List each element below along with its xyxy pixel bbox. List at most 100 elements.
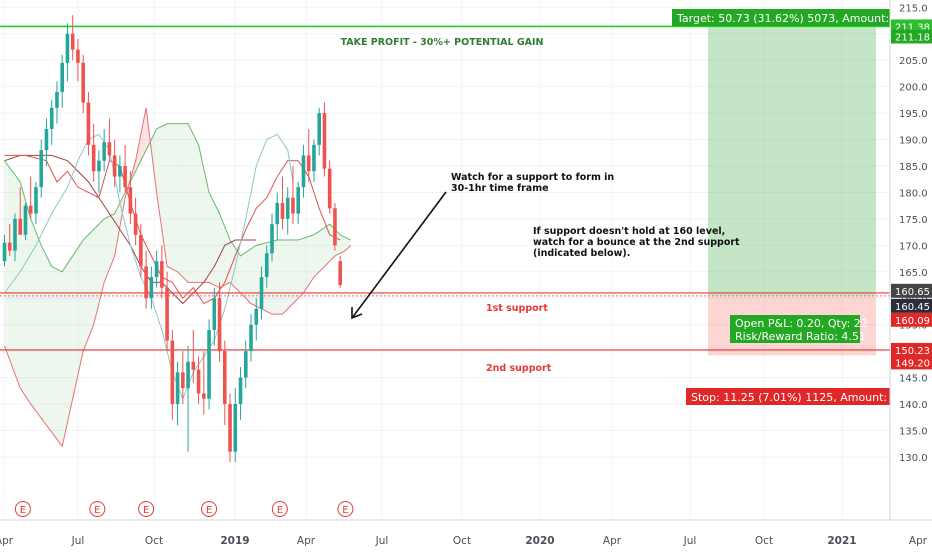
earnings-icon-label: E (94, 505, 100, 516)
cloud-segment (324, 225, 328, 267)
cloud-segment (30, 218, 34, 408)
cloud-segment (295, 240, 299, 301)
cloud-segment (59, 270, 63, 447)
candle-body (191, 361, 196, 370)
candle-body (202, 393, 206, 399)
candle-body (2, 242, 7, 262)
cloud-segment (319, 229, 322, 272)
earnings-icon-label: E (20, 505, 26, 516)
candle-body (327, 168, 332, 209)
cloud-segment (80, 240, 84, 364)
watch-note-line1: Watch for a support to form in (451, 172, 614, 183)
candle-body (102, 142, 106, 161)
cloud-segment (193, 134, 196, 283)
cloud-segment (85, 234, 89, 345)
time-tick-label: Jul (71, 535, 85, 547)
candle-body (28, 205, 33, 214)
candle-body (254, 308, 259, 325)
cloud-segment (216, 208, 220, 288)
take-profit-note: TAKE PROFIT - 30%+ POTENTIAL GAIN (341, 37, 544, 48)
candle-body (60, 62, 64, 92)
candle-body (175, 372, 180, 405)
candlesticks (2, 15, 342, 463)
candle-body (264, 253, 269, 278)
cloud-segment (313, 232, 317, 278)
price-label: 160.65 (895, 287, 930, 298)
candle-body (18, 218, 23, 235)
cloud-segment (56, 269, 60, 443)
cloud-segment (41, 245, 44, 422)
cloud-segment (174, 123, 178, 272)
earnings-icon-label: E (206, 505, 212, 516)
cloud-segment (245, 250, 249, 301)
arrow-head (351, 307, 363, 320)
cloud-segment (91, 229, 94, 332)
arrow-annotation (351, 191, 447, 320)
candle-body (270, 224, 274, 254)
candle-body (249, 324, 253, 352)
cloud-segment (345, 237, 349, 251)
candle-body (55, 91, 59, 108)
price-tick-label: 140.0 (899, 400, 928, 411)
cloud-segment (195, 139, 199, 283)
bounce-note-line3: (indicated below). (533, 248, 630, 259)
candle-body (149, 277, 154, 299)
candle-body (112, 155, 117, 177)
cloud-segment (287, 240, 291, 309)
cloud-segment (12, 171, 15, 375)
price-tick-label: 145.0 (899, 374, 928, 385)
cloud-segment (180, 123, 183, 278)
cloud-segment (269, 241, 272, 315)
earnings-icon (89, 501, 106, 517)
position-zones (708, 27, 876, 356)
cloud-segment (308, 235, 312, 286)
watch-note-line2: 30-1hr time frame (451, 183, 549, 194)
cloud-segment (117, 203, 120, 242)
cloud-segment (83, 237, 86, 352)
cloud-segment (49, 261, 52, 433)
candle-body (285, 197, 290, 219)
price-label: 150.23 (895, 346, 930, 357)
cloud-segment (329, 224, 333, 262)
candle-body (207, 329, 211, 399)
cloud-segment (306, 236, 309, 289)
cloud-segment (72, 251, 76, 399)
cloud-segment (35, 232, 39, 415)
time-tick-label: Jul (375, 535, 389, 547)
cloud-segment (237, 251, 241, 293)
cloud-segment (22, 191, 26, 397)
price-tick-label: 190.0 (899, 136, 928, 147)
cloud-segment (7, 164, 10, 360)
price-label-box (891, 312, 932, 327)
cloud-segment (298, 239, 301, 299)
candle-body (233, 404, 238, 452)
cloud-segment (101, 218, 105, 293)
time-tick-label: Oct (755, 535, 773, 547)
candle-body (76, 49, 80, 63)
candle-body (91, 144, 96, 172)
cloud-segment (51, 266, 55, 436)
cloud-segment (222, 220, 225, 287)
price-tick-label: 175.0 (899, 215, 928, 226)
cloud-segment (198, 144, 202, 283)
target-label-box (672, 9, 890, 26)
candle-body (144, 266, 148, 299)
cloud-segment (190, 128, 194, 283)
candle-body (333, 208, 337, 246)
cloud-segment (75, 247, 78, 387)
candle-body (291, 197, 295, 214)
cloud-segment (167, 123, 170, 268)
cloud-segment (227, 233, 231, 284)
candle-body (81, 62, 85, 103)
candle-body (165, 287, 169, 341)
cloud-segment (303, 237, 307, 293)
first-support-label: 1st support (486, 303, 548, 314)
text-annotations: TAKE PROFIT - 30%+ POTENTIAL GAIN Watch … (341, 37, 741, 374)
price-tick-label: 215.0 (899, 3, 928, 14)
cloud-segment (340, 234, 343, 254)
earnings-icon-label: E (143, 505, 149, 516)
cloud-segment (240, 254, 244, 296)
candle-body (160, 261, 164, 288)
